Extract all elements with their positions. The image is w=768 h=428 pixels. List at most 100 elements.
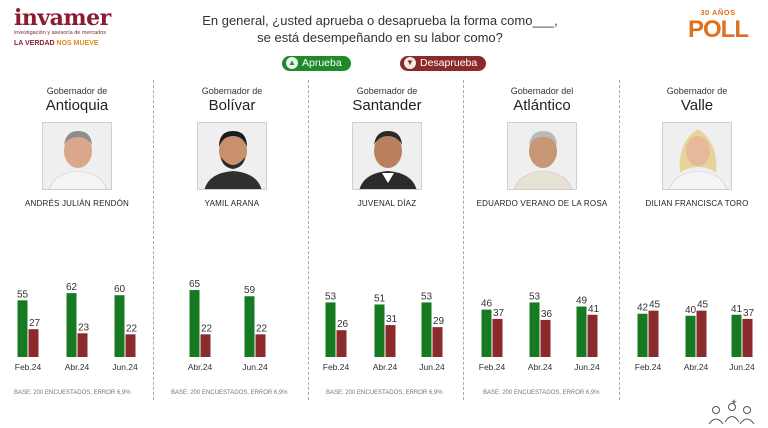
governor-role: Gobernador de xyxy=(356,86,418,96)
approve-bar xyxy=(114,295,125,357)
logo-name: invamer xyxy=(14,5,111,31)
disapprove-bar xyxy=(648,310,659,357)
category-label: Jun.24 xyxy=(112,362,138,372)
survey-question: En general, ¿usted aprueba o desaprueba … xyxy=(180,12,580,46)
approve-value-label: 53 xyxy=(325,291,337,302)
disapprove-bar xyxy=(742,318,753,357)
governor-name: EDUARDO VERANO DE LA ROSA xyxy=(476,199,608,208)
approve-bar xyxy=(374,304,385,357)
approve-bar xyxy=(421,302,432,357)
disapprove-value-label: 22 xyxy=(126,323,138,334)
governor-photo xyxy=(662,122,732,190)
category-label: Abr.24 xyxy=(65,362,90,372)
disapprove-bar xyxy=(492,318,503,357)
thumbs-up-icon: ▲ xyxy=(286,57,298,69)
approve-value-label: 42 xyxy=(637,303,649,314)
governor-panel-antioquia: Gobernador de Antioquia ANDRÉS JULIÁN RE… xyxy=(0,80,154,400)
governor-name: ANDRÉS JULIÁN RENDÓN xyxy=(24,199,129,208)
governor-role: Gobernador de xyxy=(666,86,728,96)
governor-region: Valle xyxy=(680,97,714,114)
disapprove-bar xyxy=(336,330,347,357)
disapprove-bar xyxy=(587,314,598,357)
approve-value-label: 49 xyxy=(576,296,588,307)
panel-divider xyxy=(308,80,309,400)
governor-name: JUVENAL DÍAZ xyxy=(357,199,417,208)
approve-value-label: 53 xyxy=(421,291,433,302)
category-label: Jun.24 xyxy=(574,362,600,372)
disapprove-value-label: 22 xyxy=(201,323,213,334)
approve-bar xyxy=(244,296,255,357)
legend-disapprove: ▼ Desaprueba xyxy=(400,56,487,71)
base-note: BASE: 200 ENCUESTADOS, ERROR 6,9% xyxy=(483,390,600,396)
disapprove-value-label: 26 xyxy=(337,319,349,330)
base-note: BASE: 200 ENCUESTADOS, ERROR 6,9% xyxy=(171,390,288,396)
governor-photo xyxy=(42,122,112,190)
legend-approve-label: Aprueba xyxy=(302,57,342,69)
governor-region: Bolívar xyxy=(208,97,256,114)
category-label: Jun.24 xyxy=(729,362,755,372)
approve-bar xyxy=(189,290,200,357)
approve-bar xyxy=(481,309,492,357)
legend-approve: ▲ Aprueba xyxy=(282,56,351,71)
governor-photo xyxy=(352,122,422,190)
disapprove-bar xyxy=(696,310,707,357)
governor-panel-bolivar: Gobernador de Bolívar YAMIL ARANA 65 22 Ab… xyxy=(155,80,309,400)
badge-top-text: 30 AÑOS xyxy=(700,8,736,17)
approve-bar xyxy=(17,300,28,357)
disapprove-value-label: 36 xyxy=(541,309,553,320)
disapprove-value-label: 37 xyxy=(493,308,505,319)
disapprove-bar xyxy=(255,334,266,357)
category-label: Abr.24 xyxy=(684,362,709,372)
approve-value-label: 53 xyxy=(529,291,541,302)
category-label: Feb.24 xyxy=(479,362,506,372)
disapprove-value-label: 37 xyxy=(743,308,755,319)
category-label: Jun.24 xyxy=(419,362,445,372)
question-line-1: En general, ¿usted aprueba o desaprueba … xyxy=(202,13,558,28)
category-label: Feb.24 xyxy=(15,362,42,372)
governor-panel-valle: Gobernador de Valle DILIAN FRANCISCA TOR… xyxy=(620,80,768,400)
legend-disapprove-label: Desaprueba xyxy=(420,57,478,69)
badge-poll-text: POLL xyxy=(688,16,749,43)
question-line-2: se está desempeñando en su labor como? xyxy=(257,30,503,45)
disapprove-bar xyxy=(540,319,551,357)
disapprove-value-label: 27 xyxy=(29,318,41,329)
approve-value-label: 55 xyxy=(17,289,29,300)
logo-tagline-a: LA VERDAD xyxy=(14,40,55,47)
governor-photo xyxy=(197,122,267,190)
approve-bar xyxy=(576,306,587,357)
disapprove-value-label: 23 xyxy=(78,322,90,333)
governor-role: Gobernador de xyxy=(201,86,263,96)
disapprove-value-label: 41 xyxy=(588,304,600,315)
category-label: Feb.24 xyxy=(635,362,662,372)
base-note: BASE: 200 ENCUESTADOS, ERROR 6,9% xyxy=(326,390,443,396)
poll-badge: 30 AÑOS POLL xyxy=(677,8,759,48)
approve-bar xyxy=(685,315,696,357)
governor-role: Gobernador del xyxy=(510,86,574,96)
logo-subtitle: investigación y asesoría de mercados xyxy=(14,30,107,36)
disapprove-value-label: 45 xyxy=(697,300,709,311)
disapprove-bar xyxy=(200,334,211,357)
disapprove-bar xyxy=(28,329,39,357)
governor-region: Atlántico xyxy=(513,97,571,114)
category-label: Abr.24 xyxy=(373,362,398,372)
approve-value-label: 62 xyxy=(66,282,78,293)
approve-bar xyxy=(637,313,648,357)
panel-divider xyxy=(153,80,154,400)
governor-role: Gobernador de xyxy=(46,86,108,96)
approve-value-label: 41 xyxy=(731,304,743,315)
approve-value-label: 40 xyxy=(685,305,697,316)
disapprove-bar xyxy=(125,334,136,357)
category-label: Abr.24 xyxy=(528,362,553,372)
governor-panel-atlantico: Gobernador del Atlántico EDUARDO VERANO … xyxy=(465,80,619,400)
approve-value-label: 46 xyxy=(481,299,493,310)
approve-bar xyxy=(325,302,336,357)
disapprove-value-label: 22 xyxy=(256,323,268,334)
approve-bar xyxy=(66,293,77,357)
category-label: Abr.24 xyxy=(188,362,213,372)
governor-region: Antioquia xyxy=(45,97,109,114)
disapprove-bar xyxy=(77,333,88,357)
approval-bar-chart-antioquia: 55 27 Feb.24 62 23 Abr.24 60 22 Jun.24 xyxy=(15,282,138,372)
